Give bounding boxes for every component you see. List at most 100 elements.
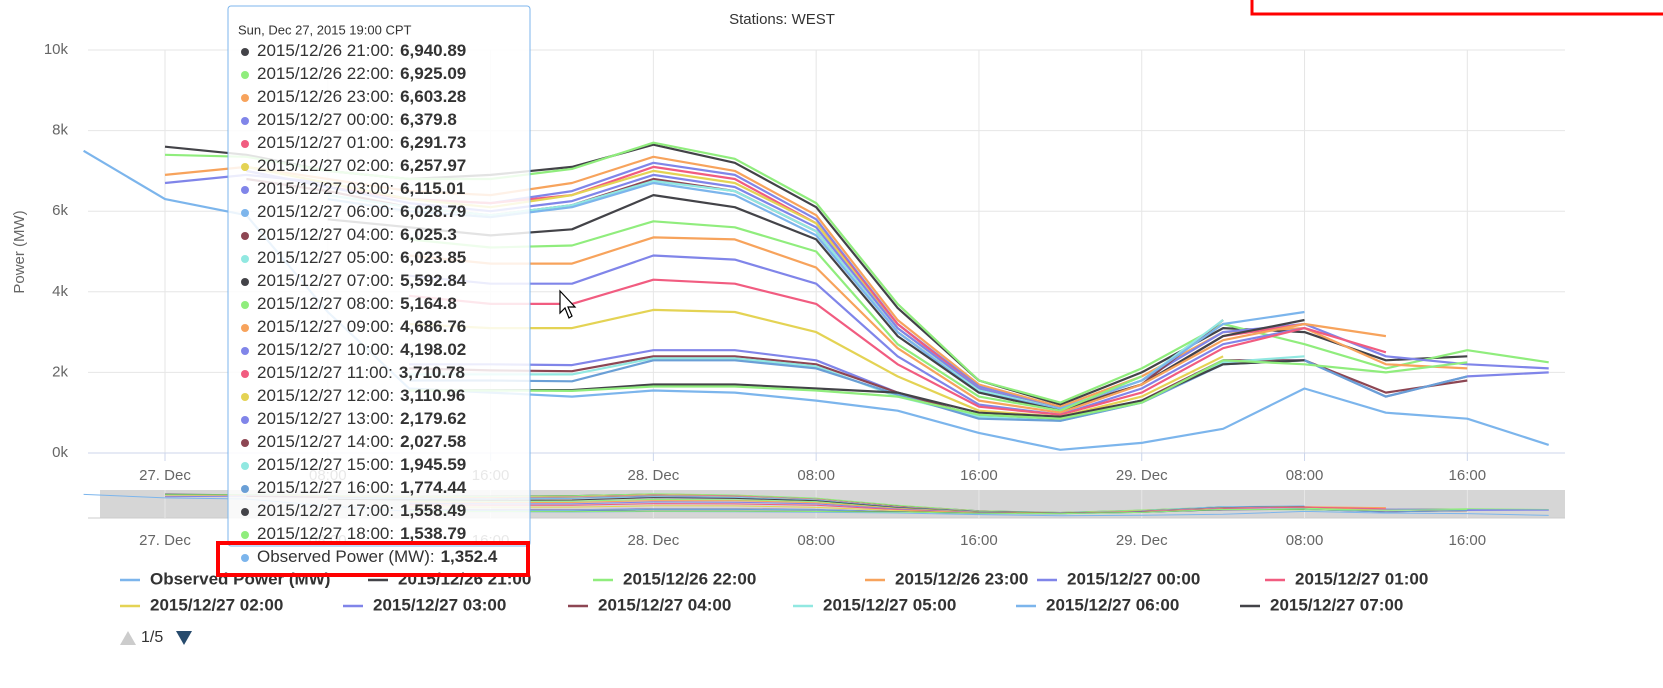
- tooltip-item-label: 2015/12/26 23:00:: [257, 87, 394, 106]
- tooltip-item-label: Observed Power (MW):: [257, 547, 435, 566]
- highlight-box-corner: [1250, 0, 1663, 16]
- pager-up[interactable]: [120, 631, 136, 645]
- y-tick-label: 4k: [52, 283, 68, 300]
- navigator-tick-label: 08:00: [797, 532, 835, 549]
- tooltip-item: 2015/12/27 14:00: 2,027.58: [257, 432, 466, 451]
- tooltip-item-value: 6,925.09: [400, 64, 466, 83]
- series-line: [409, 220, 1143, 412]
- tooltip-box: [227, 5, 531, 547]
- series-line: [409, 254, 1305, 416]
- tooltip-item: 2015/12/27 03:00: 6,115.01: [257, 179, 465, 198]
- tooltip-item-label: 2015/12/27 14:00:: [257, 432, 394, 451]
- x-tick-label: 27. Dec: [139, 467, 191, 484]
- tooltip-item-value: 2,179.62: [400, 409, 466, 428]
- x-tick-label: 16:00: [960, 467, 998, 484]
- tooltip-item: 2015/12/27 00:00: 6,379.8: [257, 110, 457, 129]
- legend-label: 2015/12/26 21:00: [398, 569, 531, 588]
- tooltip-item-label: 2015/12/26 21:00:: [257, 41, 394, 60]
- tooltip-item-label: 2015/12/27 09:00:: [257, 317, 394, 336]
- tooltip-item-label: 2015/12/27 10:00:: [257, 340, 394, 359]
- tooltip-item-value: 1,538.79: [400, 524, 466, 543]
- tooltip-item-value: 4,686.76: [400, 317, 466, 336]
- tooltip-dot: [241, 324, 249, 332]
- tooltip-item-value: 2,027.58: [400, 432, 466, 451]
- tooltip-item-value: 6,379.8: [400, 110, 457, 129]
- y-tick-label: 6k: [52, 202, 68, 219]
- tooltip-item: 2015/12/27 09:00: 4,686.76: [257, 317, 466, 336]
- legend-label: 2015/12/27 05:00: [823, 595, 956, 614]
- tooltip-item-label: 2015/12/27 15:00:: [257, 455, 394, 474]
- y-tick-label: 2k: [52, 363, 68, 380]
- series-line: [409, 236, 1387, 414]
- legend-label: 2015/12/27 02:00: [150, 595, 283, 614]
- legend-label: 2015/12/27 00:00: [1067, 569, 1200, 588]
- tooltip-item-label: 2015/12/27 00:00:: [257, 110, 394, 129]
- highlight-box: [216, 541, 530, 577]
- tooltip-item: 2015/12/27 10:00: 4,198.02: [257, 340, 466, 359]
- tooltip-dot: [241, 163, 249, 171]
- tooltip-item-label: 2015/12/26 22:00:: [257, 64, 394, 83]
- tooltip-item: 2015/12/27 07:00: 5,592.84: [257, 271, 467, 290]
- tooltip-item-value: 1,774.44: [400, 478, 467, 497]
- tooltip: Sun, Dec 27, 2015 19:00 CPT 2015/12/26 2…: [227, 5, 531, 566]
- y-axis-title: Power (MW): [11, 210, 28, 293]
- tooltip-header: Sun, Dec 27, 2015 19:00 CPT: [238, 22, 412, 37]
- legend-label: Observed Power (MW): [150, 569, 330, 588]
- tooltip-dot: [241, 531, 249, 539]
- tooltip-dot: [241, 508, 249, 516]
- tooltip-item-value: 6,603.28: [400, 87, 466, 106]
- tooltip-item-value: 5,164.8: [400, 294, 457, 313]
- tooltip-item-value: 6,025.3: [400, 225, 457, 244]
- tooltip-item: 2015/12/27 08:00: 5,164.8: [257, 294, 457, 313]
- tooltip-item-value: 1,558.49: [400, 501, 466, 520]
- pager-down[interactable]: [176, 631, 192, 645]
- x-tick-label: 08:00: [1286, 467, 1324, 484]
- tooltip-dot: [241, 393, 249, 401]
- tooltip-dot: [241, 416, 249, 424]
- tooltip-item-label: 2015/12/27 06:00:: [257, 202, 394, 221]
- tooltip-item-label: 2015/12/27 05:00:: [257, 248, 394, 267]
- tooltip-item: 2015/12/27 15:00: 1,945.59: [257, 455, 466, 474]
- tooltip-dot: [241, 71, 249, 79]
- tooltip-dot: [241, 209, 249, 217]
- tooltip-item-value: 6,940.89: [400, 41, 466, 60]
- series-line: [409, 359, 1468, 420]
- tooltip-item: 2015/12/27 01:00: 6,291.73: [257, 133, 466, 152]
- navigator-tick-label: 16:00: [960, 532, 998, 549]
- tooltip-dot: [241, 140, 249, 148]
- tooltip-item-value: 3,110.96: [400, 386, 465, 405]
- tooltip-item-value: 6,023.85: [400, 248, 466, 267]
- tooltip-dot: [241, 48, 249, 56]
- navigator-tick-label: 29. Dec: [1116, 532, 1168, 549]
- tooltip-item-value: 6,028.79: [400, 202, 466, 221]
- y-tick-label: 8k: [52, 122, 68, 139]
- x-tick-label: 29. Dec: [1116, 467, 1168, 484]
- pager-text: 1/5: [141, 629, 163, 646]
- tooltip-item-label: 2015/12/27 03:00:: [257, 179, 394, 198]
- legend-label: 2015/12/27 03:00: [373, 595, 506, 614]
- tooltip-dot: [241, 255, 249, 263]
- tooltip-item-label: 2015/12/27 18:00:: [257, 524, 394, 543]
- tooltip-item-value: 6,257.97: [400, 156, 466, 175]
- tooltip-item: 2015/12/27 04:00: 6,025.3: [257, 225, 457, 244]
- tooltip-item: 2015/12/27 17:00: 1,558.49: [257, 501, 466, 520]
- legend-label: 2015/12/26 23:00: [895, 569, 1028, 588]
- tooltip-item: Observed Power (MW): 1,352.4: [257, 547, 498, 566]
- legend-label: 2015/12/27 01:00: [1295, 569, 1428, 588]
- tooltip-dot: [241, 554, 249, 562]
- navigator-tick-label: 16:00: [1449, 532, 1487, 549]
- tooltip-item-label: 2015/12/27 01:00:: [257, 133, 394, 152]
- tooltip-item-label: 2015/12/27 17:00:: [257, 501, 394, 520]
- tooltip-item-value: 1,352.4: [441, 547, 498, 566]
- tooltip-item-value: 4,198.02: [400, 340, 466, 359]
- tooltip-item: 2015/12/27 02:00: 6,257.97: [257, 156, 466, 175]
- tooltip-dot: [241, 462, 249, 470]
- tooltip-item: 2015/12/27 06:00: 6,028.79: [257, 202, 466, 221]
- tooltip-item-value: 6,115.01: [400, 179, 465, 198]
- tooltip-item: 2015/12/27 05:00: 6,023.85: [257, 248, 466, 267]
- tooltip-item-label: 2015/12/27 12:00:: [257, 386, 394, 405]
- tooltip-item: 2015/12/27 18:00: 1,538.79: [257, 524, 466, 543]
- tooltip-dot: [241, 370, 249, 378]
